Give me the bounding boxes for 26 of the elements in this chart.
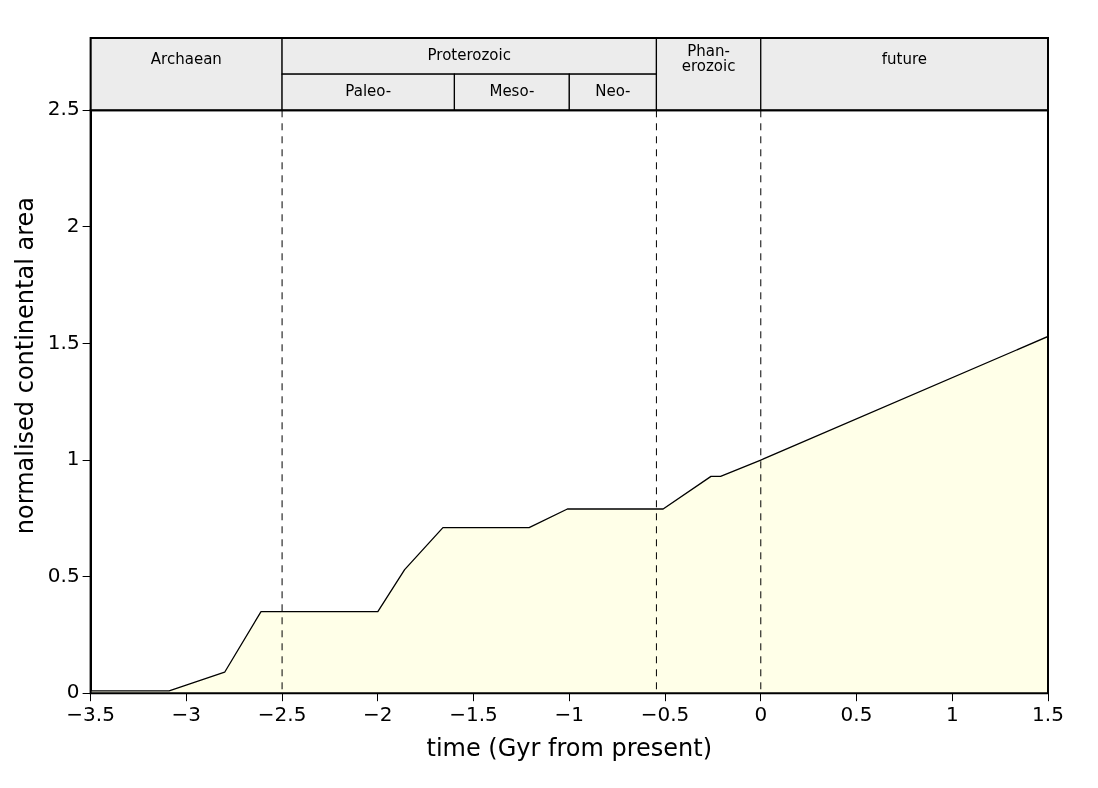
y-axis-title: normalised continental area	[10, 197, 39, 535]
band-label: Phan- erozoic	[681, 42, 736, 76]
band-label: Meso-	[489, 82, 535, 101]
y-tick-label: 1	[66, 446, 80, 471]
x-tick-label: −3.5	[66, 702, 115, 727]
band-label: future	[881, 49, 928, 68]
y-tick-label: 1.5	[47, 329, 80, 354]
band-label: Neo-	[595, 82, 631, 101]
x-tick-label: −1.5	[449, 702, 498, 727]
y-tick-label: 2.5	[47, 96, 80, 121]
x-tick-label: −2.5	[257, 702, 307, 727]
x-tick-label: 0	[754, 702, 768, 727]
x-tick-label: 1.5	[1032, 702, 1064, 727]
x-tick-label: −1	[554, 702, 585, 727]
y-tick-label: 2	[66, 213, 80, 238]
x-tick-label: 0.5	[840, 702, 873, 727]
x-tick-label: −3	[171, 702, 202, 727]
x-tick-label: 1	[945, 702, 959, 727]
y-tick-label: 0	[66, 679, 80, 704]
band-label: Proterozoic	[427, 45, 511, 64]
band-label: Archaean	[150, 49, 222, 68]
x-tick-label: −0.5	[640, 702, 690, 727]
x-tick-label: −2	[363, 702, 393, 727]
band-label: Paleo-	[345, 82, 392, 101]
x-axis-title: time (Gyr from present)	[426, 733, 713, 762]
y-tick-label: 0.5	[47, 562, 80, 587]
